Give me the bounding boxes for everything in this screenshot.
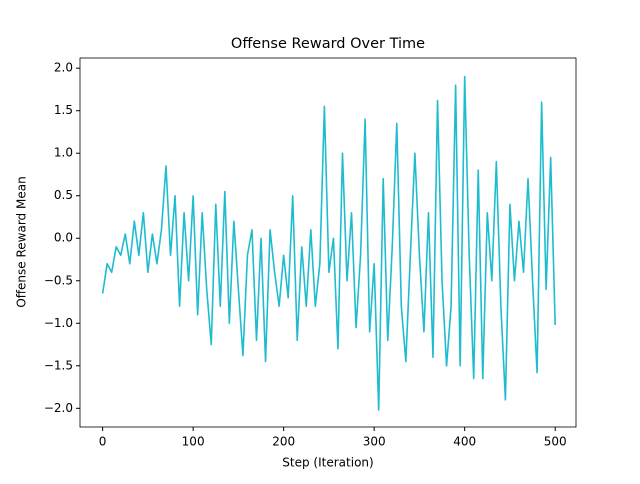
- plot-frame: [79, 57, 577, 428]
- y-tick-label: 1.5: [54, 103, 73, 117]
- data-line: [101, 75, 556, 411]
- y-tick-label: 0.5: [54, 188, 73, 202]
- y-tick-label: −2.0: [44, 401, 73, 415]
- x-tick-label: 500: [544, 435, 567, 449]
- x-tick-label: 300: [363, 435, 386, 449]
- x-tick-label: 0: [99, 435, 107, 449]
- y-tick-label: −1.5: [44, 358, 73, 372]
- y-axis-label: Offense Reward Mean: [15, 176, 29, 307]
- y-tick-label: −0.5: [44, 273, 73, 287]
- chart-title: Offense Reward Over Time: [231, 36, 425, 52]
- x-tick-label: 400: [453, 435, 476, 449]
- x-tick-label: 100: [182, 435, 205, 449]
- y-tick-label: 2.0: [54, 61, 73, 75]
- x-axis-label: Step (Iteration): [282, 456, 373, 470]
- y-tick-label: 0.0: [54, 231, 73, 245]
- x-tick-label: 200: [272, 435, 295, 449]
- y-tick-label: −1.0: [44, 316, 73, 330]
- y-tick-label: 1.0: [54, 146, 73, 160]
